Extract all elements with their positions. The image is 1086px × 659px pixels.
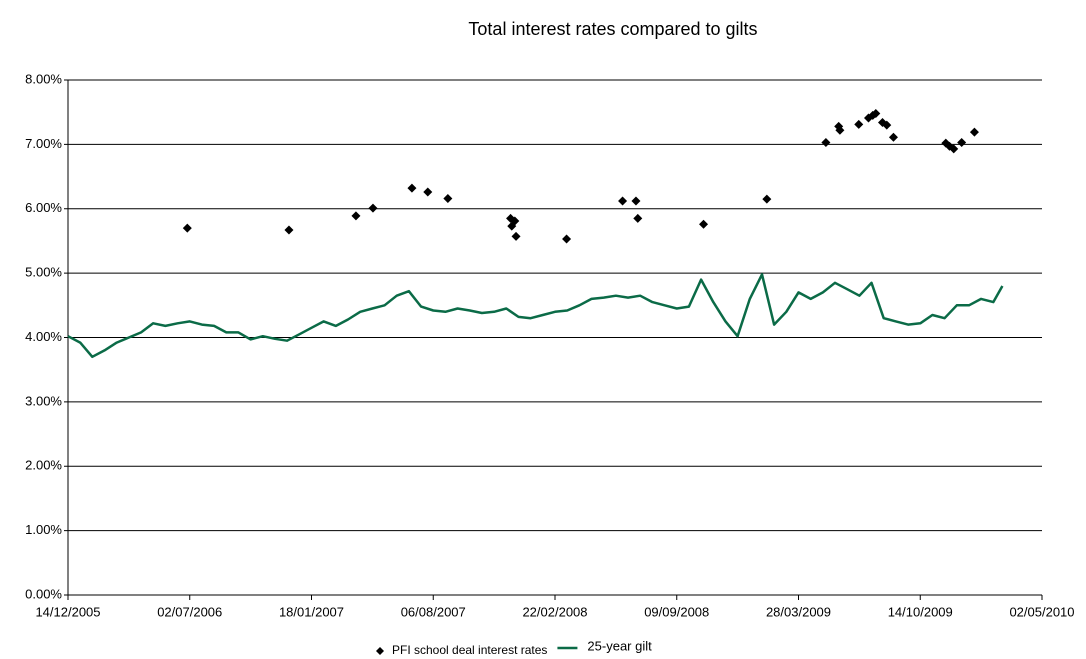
data-point bbox=[949, 144, 959, 154]
line-series bbox=[67, 273, 1004, 359]
data-point bbox=[957, 137, 967, 147]
chart-title: Total interest rates compared to gilts bbox=[468, 19, 757, 39]
y-tick-label: 2.00% bbox=[25, 458, 62, 473]
data-point bbox=[834, 121, 844, 131]
x-tick-label: 14/10/2009 bbox=[888, 604, 953, 619]
data-point bbox=[854, 119, 864, 129]
data-point bbox=[423, 187, 433, 197]
x-tick-label: 02/07/2006 bbox=[157, 604, 222, 619]
data-point bbox=[284, 225, 294, 235]
legend-label: 25-year gilt bbox=[587, 638, 652, 653]
data-point bbox=[699, 219, 709, 229]
data-point bbox=[888, 132, 898, 142]
y-tick-label: 5.00% bbox=[25, 265, 62, 280]
y-tick-label: 4.00% bbox=[25, 329, 62, 344]
y-tick-label: 1.00% bbox=[25, 522, 62, 537]
data-point bbox=[368, 203, 378, 213]
x-tick-label: 02/05/2010 bbox=[1009, 604, 1074, 619]
data-point bbox=[871, 108, 881, 118]
data-point bbox=[633, 213, 643, 223]
legend-marker bbox=[376, 647, 384, 655]
legend-label: PFI school deal interest rates bbox=[392, 643, 547, 657]
y-tick-label: 7.00% bbox=[25, 136, 62, 151]
data-point bbox=[510, 216, 520, 226]
data-point bbox=[182, 223, 192, 233]
y-tick-label: 6.00% bbox=[25, 200, 62, 215]
y-tick-label: 0.00% bbox=[25, 586, 62, 601]
data-point bbox=[618, 196, 628, 206]
data-point bbox=[631, 196, 641, 206]
data-point bbox=[969, 127, 979, 137]
x-tick-label: 18/01/2007 bbox=[279, 604, 344, 619]
data-point bbox=[407, 183, 417, 193]
data-point bbox=[351, 211, 361, 221]
x-tick-label: 22/02/2008 bbox=[522, 604, 587, 619]
x-tick-label: 28/03/2009 bbox=[766, 604, 831, 619]
x-tick-label: 14/12/2005 bbox=[35, 604, 100, 619]
data-point bbox=[443, 193, 453, 203]
x-tick-label: 06/08/2007 bbox=[401, 604, 466, 619]
data-point bbox=[835, 125, 845, 135]
y-tick-label: 8.00% bbox=[25, 71, 62, 86]
x-tick-label: 09/09/2008 bbox=[644, 604, 709, 619]
data-point bbox=[562, 234, 572, 244]
data-point bbox=[511, 231, 521, 241]
data-point bbox=[762, 194, 772, 204]
data-point bbox=[882, 120, 892, 130]
data-point bbox=[506, 213, 516, 223]
data-point bbox=[821, 137, 831, 147]
y-tick-label: 3.00% bbox=[25, 393, 62, 408]
